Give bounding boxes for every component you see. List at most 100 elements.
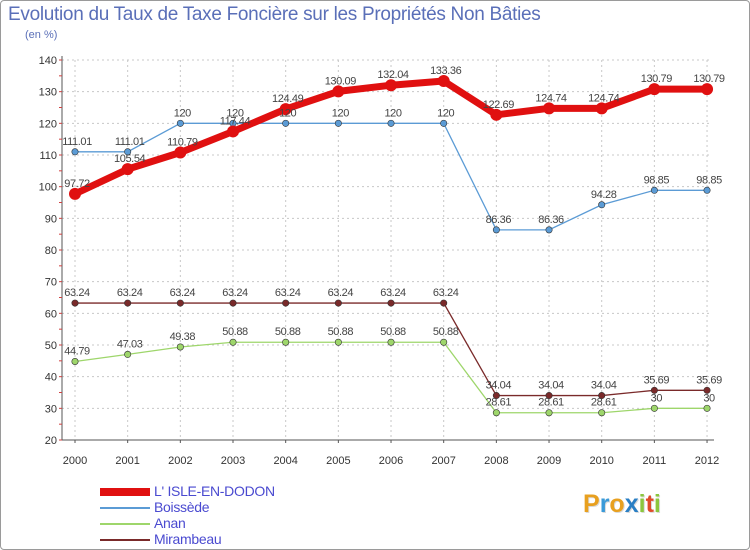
chart-title: Evolution du Taux de Taxe Foncière sur l… — [8, 4, 541, 25]
y-tick-label: 100 — [39, 182, 57, 194]
data-point-boiss-de — [176, 119, 184, 127]
data-label-anan: 50.88 — [222, 326, 248, 338]
logo-letter: t — [645, 490, 654, 518]
data-point-anan — [387, 338, 395, 346]
logo-letter: r — [599, 490, 610, 518]
x-tick-label: 2003 — [221, 455, 245, 467]
data-point-mirambeau — [334, 299, 342, 307]
data-point-l-isle-en-dodon — [279, 103, 292, 116]
data-point-mirambeau — [282, 299, 290, 307]
data-point-anan — [334, 338, 342, 346]
data-label-boiss-de: 120 — [174, 107, 191, 119]
data-point-mirambeau — [598, 392, 606, 400]
data-label-boiss-de: 111.01 — [115, 136, 145, 148]
logo-letter: o — [609, 490, 625, 518]
data-label-l-isle-en-dodon: 97.72 — [64, 178, 90, 190]
data-point-boiss-de — [334, 119, 342, 127]
data-point-l-isle-en-dodon — [595, 102, 608, 115]
data-point-l-isle-en-dodon — [174, 146, 187, 159]
data-label-l-isle-en-dodon: 130.79 — [641, 73, 673, 85]
data-point-mirambeau — [176, 299, 184, 307]
data-point-l-isle-en-dodon — [385, 79, 398, 92]
x-tick-label: 2007 — [431, 455, 455, 467]
data-label-boiss-de: 98.85 — [644, 174, 670, 186]
data-label-boiss-de: 111.01 — [62, 136, 92, 148]
data-label-l-isle-en-dodon: 124.49 — [272, 93, 304, 105]
data-label-anan: 28.61 — [538, 397, 564, 409]
y-tick-label: 90 — [45, 213, 57, 225]
logo-letter: i — [653, 490, 661, 518]
data-label-mirambeau: 63.24 — [222, 287, 248, 299]
data-point-l-isle-en-dodon — [543, 102, 556, 115]
data-label-l-isle-en-dodon: 133.36 — [430, 65, 462, 77]
data-label-boiss-de: 120 — [226, 107, 243, 119]
x-tick-label: 2001 — [115, 455, 139, 467]
data-point-anan — [703, 404, 711, 412]
chart-subtitle: (en %) — [25, 29, 58, 41]
data-label-l-isle-en-dodon: 124.74 — [588, 92, 620, 104]
data-label-l-isle-en-dodon: 130.79 — [693, 73, 725, 85]
data-point-anan — [124, 350, 132, 358]
data-point-mirambeau — [545, 392, 553, 400]
data-label-anan: 47.03 — [117, 338, 143, 350]
data-point-l-isle-en-dodon — [648, 83, 661, 96]
data-point-boiss-de — [598, 201, 606, 209]
legend-label-anan: Anan — [154, 515, 186, 531]
data-label-anan: 28.61 — [486, 397, 512, 409]
data-label-anan: 50.88 — [275, 326, 301, 338]
data-label-anan: 50.88 — [328, 326, 354, 338]
data-point-l-isle-en-dodon — [437, 75, 450, 88]
data-label-anan: 50.88 — [433, 326, 459, 338]
data-point-anan — [282, 338, 290, 346]
data-label-l-isle-en-dodon: 117.44 — [220, 115, 251, 127]
data-label-boiss-de: 86.36 — [538, 214, 564, 226]
x-tick-label: 2006 — [379, 455, 403, 467]
x-tick-label: 2008 — [484, 455, 508, 467]
data-point-mirambeau — [71, 299, 79, 307]
legend-swatch-anan — [100, 523, 150, 525]
data-label-mirambeau: 35.69 — [696, 374, 722, 386]
data-label-boiss-de: 94.28 — [591, 189, 617, 201]
data-point-mirambeau — [229, 299, 237, 307]
data-point-l-isle-en-dodon — [332, 85, 345, 98]
y-tick-label: 130 — [39, 87, 57, 99]
data-label-boiss-de: 120 — [279, 107, 296, 119]
data-label-boiss-de: 98.85 — [696, 174, 722, 186]
data-point-mirambeau — [703, 386, 711, 394]
data-point-boiss-de — [440, 119, 448, 127]
proxiti-logo: Proxiti — [583, 490, 661, 519]
data-point-anan — [229, 338, 237, 346]
data-label-boiss-de: 120 — [437, 107, 454, 119]
y-tick-label: 40 — [45, 372, 57, 384]
data-label-anan: 30 — [651, 392, 663, 404]
data-point-boiss-de — [545, 226, 553, 234]
data-point-boiss-de — [282, 119, 290, 127]
data-label-mirambeau: 63.24 — [170, 287, 196, 299]
data-label-boiss-de: 86.36 — [486, 214, 512, 226]
data-point-anan — [440, 338, 448, 346]
data-label-l-isle-en-dodon: 130.09 — [325, 75, 357, 87]
data-point-l-isle-en-dodon — [227, 125, 240, 138]
data-point-l-isle-en-dodon — [69, 187, 81, 200]
y-tick-label: 140 — [39, 55, 57, 67]
data-point-boiss-de — [387, 119, 395, 127]
legend-label-boiss-de: Boissède — [154, 499, 210, 515]
data-point-anan — [492, 409, 500, 417]
data-point-mirambeau — [440, 299, 448, 307]
data-point-mirambeau — [650, 386, 658, 394]
data-point-l-isle-en-dodon — [701, 83, 714, 96]
data-point-l-isle-en-dodon — [121, 163, 134, 176]
y-tick-label: 120 — [39, 118, 57, 130]
data-label-l-isle-en-dodon: 110.79 — [167, 136, 198, 148]
data-point-l-isle-en-dodon — [490, 108, 503, 121]
data-point-anan — [545, 409, 553, 417]
legend-swatch-boiss-de — [100, 507, 150, 509]
data-label-l-isle-en-dodon: 122.69 — [483, 99, 515, 111]
legend-swatch-l-isle-en-dodon — [100, 488, 150, 496]
data-label-mirambeau: 35.69 — [644, 374, 670, 386]
data-label-mirambeau: 34.04 — [486, 380, 512, 392]
data-label-mirambeau: 63.24 — [275, 287, 301, 299]
data-label-mirambeau: 34.04 — [538, 380, 564, 392]
data-label-anan: 49.38 — [170, 331, 196, 343]
logo-letter: i — [638, 490, 646, 518]
